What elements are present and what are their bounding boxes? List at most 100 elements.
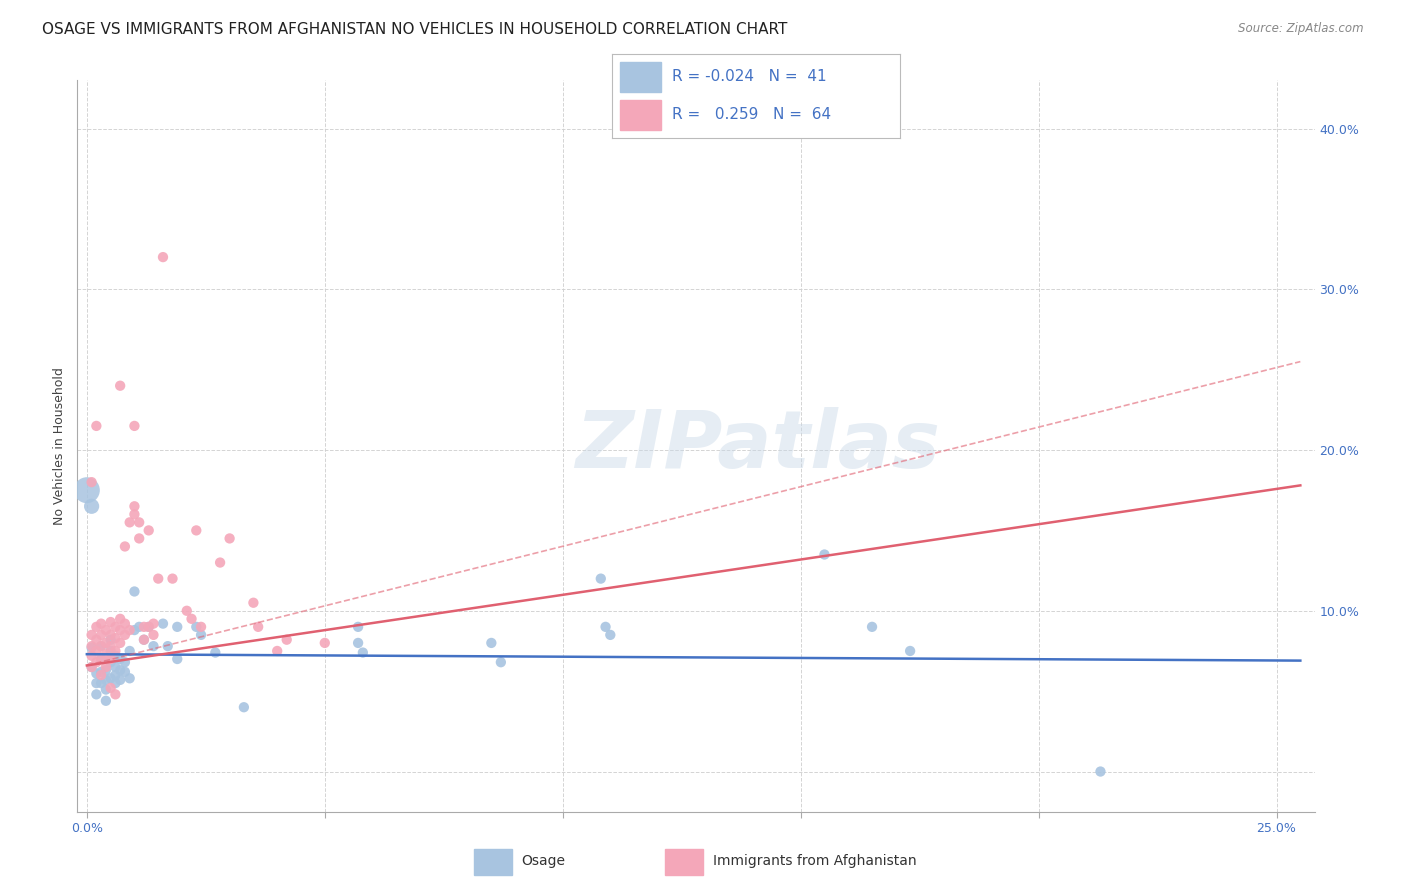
Point xyxy=(132,632,155,647)
Point xyxy=(108,636,131,650)
Point xyxy=(898,644,921,658)
Point xyxy=(813,548,835,562)
Point xyxy=(100,644,122,658)
Point xyxy=(94,647,117,661)
Point xyxy=(100,628,122,642)
Point xyxy=(118,671,141,685)
Point xyxy=(114,655,136,669)
Point xyxy=(180,612,202,626)
Point xyxy=(166,652,188,666)
Point xyxy=(104,644,127,658)
Point xyxy=(162,572,184,586)
Point xyxy=(108,612,131,626)
Point xyxy=(132,632,155,647)
Point xyxy=(118,623,141,637)
Point xyxy=(108,652,131,666)
Point xyxy=(90,639,112,653)
Point xyxy=(124,623,146,637)
Point xyxy=(276,632,298,647)
Point xyxy=(108,663,131,677)
Text: Immigrants from Afghanistan: Immigrants from Afghanistan xyxy=(713,855,917,868)
Point xyxy=(104,676,127,690)
Point xyxy=(589,572,612,586)
Point xyxy=(80,660,103,674)
Bar xyxy=(620,100,661,130)
Point xyxy=(104,660,127,674)
Point xyxy=(1090,764,1112,779)
Point xyxy=(90,665,112,679)
Point xyxy=(86,655,108,669)
Point xyxy=(100,655,122,669)
Point xyxy=(124,508,146,522)
Point xyxy=(595,620,617,634)
Point xyxy=(114,540,136,554)
Y-axis label: No Vehicles in Household: No Vehicles in Household xyxy=(53,368,66,524)
Point xyxy=(108,378,131,392)
Point xyxy=(86,418,108,433)
Point xyxy=(124,500,146,514)
Point xyxy=(138,524,160,538)
Point xyxy=(266,644,288,658)
Text: Source: ZipAtlas.com: Source: ZipAtlas.com xyxy=(1239,22,1364,36)
Point xyxy=(104,668,127,682)
Point xyxy=(152,616,174,631)
Point xyxy=(100,681,122,695)
Text: R =   0.259   N =  64: R = 0.259 N = 64 xyxy=(672,107,831,122)
Point xyxy=(100,632,122,647)
Point xyxy=(80,648,103,663)
Point xyxy=(94,673,117,687)
Point xyxy=(86,644,108,658)
Text: R = -0.024   N =  41: R = -0.024 N = 41 xyxy=(672,70,827,85)
Point xyxy=(80,500,103,514)
Point xyxy=(86,676,108,690)
Point xyxy=(190,620,212,634)
Point xyxy=(118,516,141,530)
Point xyxy=(114,665,136,679)
Point xyxy=(86,632,108,647)
Point xyxy=(90,676,112,690)
Point xyxy=(80,660,103,674)
Point xyxy=(352,646,374,660)
Point xyxy=(138,620,160,634)
Point xyxy=(489,655,512,669)
Point xyxy=(80,639,103,653)
Point xyxy=(90,639,112,653)
Point xyxy=(86,620,108,634)
Point xyxy=(156,639,179,653)
Point xyxy=(80,640,103,655)
Point xyxy=(190,628,212,642)
Point xyxy=(94,660,117,674)
Point xyxy=(80,628,103,642)
Text: OSAGE VS IMMIGRANTS FROM AFGHANISTAN NO VEHICLES IN HOUSEHOLD CORRELATION CHART: OSAGE VS IMMIGRANTS FROM AFGHANISTAN NO … xyxy=(42,22,787,37)
Point xyxy=(242,596,264,610)
Point xyxy=(204,646,226,660)
Point xyxy=(860,620,883,634)
Point xyxy=(128,532,150,546)
Point xyxy=(104,631,127,645)
Text: ZIPatlas: ZIPatlas xyxy=(575,407,941,485)
Point xyxy=(108,673,131,687)
Point xyxy=(124,418,146,433)
Point xyxy=(247,620,270,634)
Point xyxy=(232,700,254,714)
Point xyxy=(100,639,122,653)
Point xyxy=(128,620,150,634)
Point xyxy=(100,615,122,629)
Point xyxy=(114,628,136,642)
Point xyxy=(128,516,150,530)
Point xyxy=(209,556,232,570)
Point xyxy=(108,623,131,637)
Point xyxy=(90,652,112,666)
Bar xyxy=(620,62,661,92)
Point xyxy=(118,644,141,658)
Point xyxy=(479,636,502,650)
Point xyxy=(132,620,155,634)
Point xyxy=(94,682,117,697)
Point xyxy=(86,687,108,701)
Point xyxy=(218,532,240,546)
Point xyxy=(186,524,208,538)
Point xyxy=(152,250,174,264)
Bar xyxy=(665,849,703,875)
Point xyxy=(94,636,117,650)
Point xyxy=(104,620,127,634)
